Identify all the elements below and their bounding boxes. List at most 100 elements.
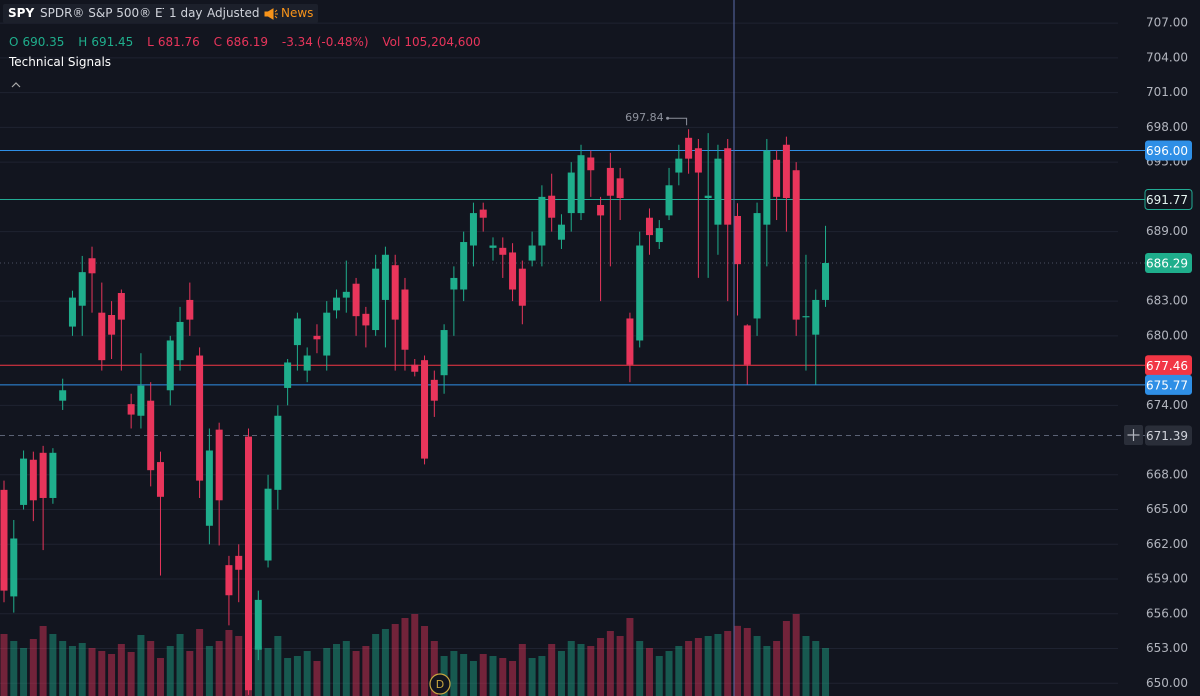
volume-bar [665, 651, 673, 696]
volume-bar [616, 636, 624, 696]
symbol[interactable]: SPY [3, 4, 40, 23]
price-line-label: 696.00 [1146, 144, 1188, 158]
candle-body [313, 335, 321, 340]
volume-bar [606, 631, 614, 696]
volume-bar [734, 625, 741, 696]
c-label: C [213, 35, 223, 49]
candle-body [430, 379, 438, 401]
candle-body [225, 565, 233, 596]
volume-bar [636, 641, 644, 696]
candle-body [78, 272, 86, 306]
y-tick-label: 689.00 [1146, 224, 1188, 238]
candle-body [557, 224, 565, 240]
volume-bar [303, 651, 311, 696]
candle-body [665, 185, 673, 216]
volume-bar [401, 618, 409, 696]
volume-bar [78, 643, 86, 696]
candle-body [440, 330, 448, 376]
volume-bar [753, 636, 761, 696]
volume-bar [675, 646, 683, 696]
candle-body [655, 228, 663, 243]
volume-bar [763, 646, 771, 696]
candle-body [528, 245, 536, 261]
event-marker[interactable] [429, 673, 451, 695]
volume-bar [773, 641, 781, 696]
volume-bar [117, 644, 125, 696]
volume-bar [450, 651, 458, 696]
news-button[interactable]: News [259, 4, 319, 23]
low-value: 681.76 [157, 35, 200, 49]
y-tick-label: 680.00 [1146, 328, 1188, 342]
collapse-chevron[interactable] [11, 82, 21, 88]
candle-body [616, 178, 624, 199]
volume-bar [655, 656, 663, 696]
candle-body [734, 215, 741, 265]
volume-bar [49, 634, 57, 696]
candle-body [518, 268, 526, 306]
volume-bar [802, 636, 810, 696]
volume-bar [196, 629, 204, 696]
volume-bar [694, 638, 702, 696]
candle-body [645, 217, 653, 236]
candle-body [509, 252, 517, 290]
candle-body [342, 291, 350, 298]
candle-body [704, 195, 712, 199]
candle-body [685, 137, 693, 159]
volume-bar [567, 641, 575, 696]
volume-bar [528, 658, 536, 696]
candle-body [10, 538, 18, 597]
candle-body [401, 289, 409, 350]
price-line-label: 675.77 [1146, 378, 1188, 392]
vol-value: 105,204,600 [404, 35, 481, 49]
interval[interactable]: 1 day [164, 4, 208, 23]
candle-body [235, 555, 243, 570]
candle-body [274, 415, 282, 490]
volume-bar [147, 641, 155, 696]
candle-body [499, 247, 507, 255]
volume-bar [372, 634, 380, 696]
volume-bar [333, 644, 341, 696]
volume-bar [430, 641, 438, 696]
technical-signals[interactable]: Technical Signals [9, 55, 112, 69]
y-tick-label: 668.00 [1146, 467, 1188, 481]
candle-body [812, 299, 820, 335]
event-letter: D [436, 678, 444, 691]
volume-bar [342, 641, 350, 696]
crosshair-label-box [1145, 425, 1192, 446]
volume-bar [743, 628, 751, 696]
last-price-label: 686.29 [1146, 256, 1188, 270]
adjustment[interactable]: Adjusted [202, 4, 265, 23]
instrument-name[interactable]: SPDR® S&P 500® ETF [35, 4, 182, 23]
candle-body [147, 400, 155, 471]
candle-body [303, 355, 311, 371]
candle-body [0, 489, 8, 591]
candle-body [381, 254, 389, 300]
candle-body [606, 167, 614, 196]
candle-body [587, 157, 595, 171]
volume-bar [323, 648, 331, 696]
candle-body [333, 297, 341, 311]
add-icon [1127, 429, 1140, 441]
candle-body [156, 462, 164, 497]
candle-body [166, 340, 174, 391]
candle-body [411, 364, 419, 372]
high-value: 691.45 [91, 35, 134, 49]
candle-body [137, 385, 145, 416]
volume-bar [597, 638, 605, 696]
volume-bar [235, 636, 243, 696]
candle-body [479, 209, 487, 218]
volume-bar [557, 651, 565, 696]
l-label: L [147, 35, 154, 49]
candle-body [626, 318, 634, 365]
volume-bar [29, 639, 37, 696]
o-label: O [9, 35, 19, 49]
high-annotation-leader [667, 117, 688, 126]
candle-body [352, 283, 360, 317]
volume-bar [284, 658, 292, 696]
candle-body [548, 195, 556, 218]
candle-body [567, 172, 575, 214]
candle-body [469, 213, 477, 246]
volume-bar [156, 658, 164, 696]
y-tick-label: 665.00 [1146, 502, 1188, 516]
y-tick-label: 659.00 [1146, 572, 1188, 586]
